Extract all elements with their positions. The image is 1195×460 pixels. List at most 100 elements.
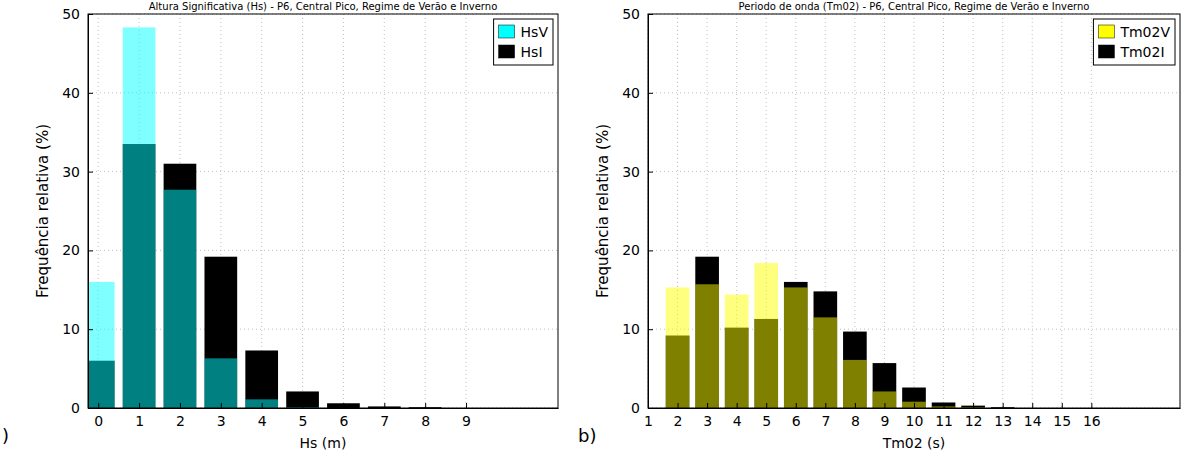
x-tick-mark	[343, 403, 344, 408]
x-tick: 5	[299, 403, 308, 429]
x-tick-label: 3	[703, 413, 712, 429]
x-tick-label: 4	[258, 413, 267, 429]
x-tick-label: 1	[135, 413, 144, 429]
x-tick: 1	[135, 403, 144, 429]
grid-line-y	[88, 92, 558, 93]
bar	[902, 402, 926, 408]
x-tick: 5	[762, 403, 771, 429]
bar	[286, 391, 319, 408]
legend-label: HsI	[521, 44, 543, 60]
y-tick-label: 50	[62, 6, 80, 22]
grid-line-x	[914, 14, 915, 408]
x-tick: 7	[821, 403, 830, 429]
x-tick-mark	[1091, 403, 1092, 408]
legend-label: Tm02I	[1119, 44, 1164, 60]
legend-label: Tm02V	[1119, 24, 1170, 40]
x-tick-mark	[98, 403, 99, 408]
x-tick-mark	[944, 403, 945, 408]
legend-label: HsV	[521, 24, 549, 40]
x-tick-mark	[737, 403, 738, 408]
x-axis-label: Hs (m)	[300, 435, 347, 451]
y-tick-mark	[648, 172, 653, 173]
x-tick-label: 16	[1083, 413, 1101, 429]
grid-line-x	[261, 14, 262, 408]
legend: Tm02V Tm02I	[1093, 19, 1175, 65]
legend-box	[494, 19, 553, 65]
y-tick-mark	[88, 14, 93, 15]
x-tick: 9	[880, 403, 889, 429]
legend-swatch	[1098, 45, 1114, 58]
y-tick: 30	[622, 164, 653, 180]
x-tick: 8	[421, 403, 430, 429]
x-tick-label: 6	[792, 413, 801, 429]
x-tick-label: 5	[299, 413, 308, 429]
y-tick-mark	[88, 172, 93, 173]
grid-line-y	[88, 250, 558, 251]
x-tick-label: 10	[906, 413, 924, 429]
series-Tm02I	[666, 257, 1015, 408]
y-tick-label: 40	[622, 85, 640, 101]
figure: 012345678901020304050Altura Significativ…	[0, 0, 1195, 460]
y-tick: 50	[622, 6, 653, 22]
bar	[843, 360, 867, 408]
x-tick: 2	[674, 403, 683, 429]
grid-line-x	[302, 14, 303, 408]
x-tick: 6	[792, 403, 801, 429]
grid	[648, 14, 1180, 408]
x-tick-mark	[884, 403, 885, 408]
title: Altura Significativa (Hs) - P6, Central …	[149, 1, 498, 12]
x-tick-label: 3	[217, 413, 226, 429]
panel-label: )	[2, 425, 9, 446]
x-axis-line	[89, 408, 559, 409]
series-Tm02V	[666, 263, 985, 408]
bar	[873, 391, 897, 408]
grid-line-y	[88, 329, 558, 330]
x-tick-label: 8	[421, 413, 430, 429]
x-tick-label: 8	[851, 413, 860, 429]
x-tick-mark	[707, 403, 708, 408]
x-axis: 0123456789	[89, 403, 559, 429]
x-tick-mark	[1062, 403, 1063, 408]
x-tick-mark	[384, 403, 385, 408]
x-tick-mark	[855, 403, 856, 408]
x-axis-label: Tm02 (s)	[882, 435, 946, 451]
y-tick-mark	[88, 250, 93, 251]
x-axis-line	[649, 408, 1181, 409]
grid-line-x	[1061, 14, 1062, 408]
bar	[814, 317, 838, 408]
bar	[204, 257, 237, 408]
y-tick: 0	[71, 400, 93, 416]
x-tick-mark	[678, 403, 679, 408]
x-tick-label: 14	[1024, 413, 1042, 429]
grid-line-x	[973, 14, 974, 408]
x-tick: 0	[94, 403, 103, 429]
legend-swatch	[499, 45, 515, 58]
bars	[88, 27, 442, 408]
bar	[123, 27, 156, 408]
x-tick-mark	[766, 403, 767, 408]
y-tick-mark	[648, 250, 653, 251]
legend-box	[1093, 19, 1175, 65]
grid	[88, 14, 558, 408]
y-tick-label: 30	[62, 164, 80, 180]
y-tick-label: 10	[622, 321, 640, 337]
bar	[164, 190, 197, 408]
x-tick: 16	[1083, 403, 1101, 429]
bar	[164, 164, 197, 408]
series-HsV	[88, 27, 319, 408]
x-tick-label: 2	[176, 413, 185, 429]
bar	[932, 402, 956, 408]
x-tick-label: 15	[1053, 413, 1071, 429]
y-tick-mark	[648, 14, 653, 15]
y-axis-line	[648, 15, 649, 409]
x-tick-mark	[1003, 403, 1004, 408]
x-tick: 4	[258, 403, 267, 429]
plot-background	[648, 14, 1180, 408]
panel-label: b)	[578, 425, 596, 446]
x-tick-mark	[825, 403, 826, 408]
y-axis-label: Frequência relativa (%)	[594, 124, 612, 298]
y-tick: 0	[631, 400, 653, 416]
x-tick-mark	[466, 403, 467, 408]
x-tick: 6	[339, 403, 348, 429]
bar	[902, 388, 926, 408]
